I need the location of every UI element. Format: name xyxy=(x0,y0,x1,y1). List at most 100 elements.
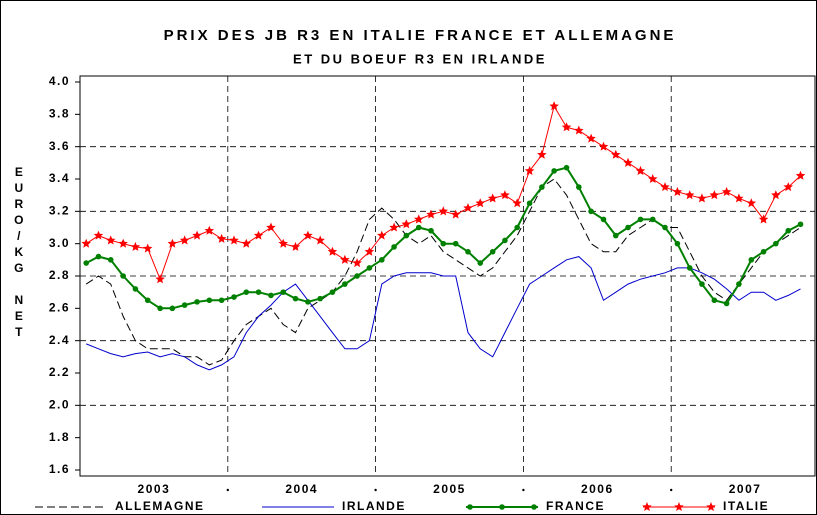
data-point xyxy=(192,230,202,240)
data-point xyxy=(561,122,572,132)
x-tick-label: 2004 xyxy=(285,482,318,496)
data-point xyxy=(502,237,508,244)
data-point xyxy=(760,248,767,255)
data-point xyxy=(403,232,410,239)
legend-marker xyxy=(531,504,537,510)
legend-marker xyxy=(467,504,473,510)
data-point xyxy=(364,246,375,256)
data-point xyxy=(489,248,496,255)
data-point xyxy=(709,190,720,200)
legend-label: FRANCE xyxy=(546,499,605,513)
data-point xyxy=(475,198,485,208)
data-point xyxy=(317,295,323,302)
data-point xyxy=(352,258,362,268)
y-tick-label: 2.4 xyxy=(49,333,70,347)
legend-marker xyxy=(642,502,652,511)
x-tick xyxy=(522,488,525,492)
data-point xyxy=(255,289,262,295)
series-line xyxy=(85,178,801,366)
data-point xyxy=(684,190,695,200)
data-point xyxy=(340,254,350,264)
data-point xyxy=(305,299,311,305)
data-point xyxy=(648,174,658,183)
data-point xyxy=(783,182,793,192)
data-point xyxy=(672,186,683,196)
y-tick-label: 3.4 xyxy=(49,171,70,185)
data-point xyxy=(551,168,557,174)
data-point xyxy=(649,216,656,223)
data-point xyxy=(721,186,732,196)
y-tick-label: 2.0 xyxy=(49,398,70,412)
data-point xyxy=(167,238,178,248)
data-point xyxy=(623,157,633,167)
data-point xyxy=(93,230,104,240)
data-point xyxy=(463,203,473,213)
data-point xyxy=(734,193,744,203)
data-point xyxy=(539,184,545,190)
data-point xyxy=(576,184,582,190)
data-point xyxy=(194,299,200,305)
data-point xyxy=(303,230,313,240)
data-point xyxy=(686,265,693,271)
data-point xyxy=(106,235,116,245)
data-point xyxy=(366,265,373,271)
legend-marker xyxy=(706,502,716,511)
y-tick-label: 2.8 xyxy=(49,268,70,282)
legend-marker xyxy=(499,504,505,510)
data-point xyxy=(292,295,299,302)
data-point xyxy=(379,257,385,263)
legend-label: ALLEMAGNE xyxy=(115,499,205,513)
data-point xyxy=(438,206,448,216)
data-point xyxy=(83,260,90,266)
data-point xyxy=(797,221,804,228)
y-tick-label: 3.8 xyxy=(49,107,70,121)
data-point xyxy=(512,198,522,208)
y-tick-label: 3.6 xyxy=(49,139,70,153)
data-point xyxy=(229,235,239,245)
data-point xyxy=(487,193,498,203)
legend-marker xyxy=(674,502,684,511)
data-point xyxy=(107,257,114,263)
data-point xyxy=(477,260,484,266)
data-point xyxy=(118,238,128,248)
data-point xyxy=(637,216,644,223)
x-tick-label: 2006 xyxy=(581,482,614,496)
data-point xyxy=(391,244,397,250)
data-point xyxy=(746,198,757,208)
x-tick-label: 2003 xyxy=(138,482,171,496)
data-point xyxy=(315,235,325,245)
data-point xyxy=(231,294,237,300)
data-point xyxy=(736,281,742,287)
data-point xyxy=(278,238,288,248)
data-point xyxy=(625,224,631,231)
data-point xyxy=(132,286,139,292)
data-point xyxy=(611,149,621,159)
y-axis-label: EURO/KG NET xyxy=(12,165,26,341)
data-point xyxy=(465,248,471,255)
data-point xyxy=(795,170,806,180)
y-tick-label: 1.8 xyxy=(49,430,70,444)
y-tick-label: 3.0 xyxy=(49,236,70,250)
data-point xyxy=(586,133,596,143)
data-point xyxy=(440,240,447,247)
data-point xyxy=(204,225,215,235)
data-point xyxy=(130,241,141,251)
data-point xyxy=(549,101,559,111)
data-point xyxy=(660,182,670,192)
data-point xyxy=(600,216,607,223)
data-point xyxy=(785,227,792,234)
data-point xyxy=(612,232,619,239)
data-point xyxy=(635,165,646,175)
data-point xyxy=(218,297,225,304)
data-point xyxy=(697,193,707,203)
data-point xyxy=(120,273,126,279)
data-point xyxy=(181,302,188,308)
data-point xyxy=(414,214,424,224)
y-tick-label: 2.6 xyxy=(49,301,70,315)
chart-title: PRIX DES JB R3 EN ITALIE FRANCE ET ALLEM… xyxy=(164,27,677,44)
data-point xyxy=(377,230,387,240)
data-point xyxy=(711,297,718,304)
data-point xyxy=(155,274,165,284)
data-point xyxy=(144,297,151,304)
